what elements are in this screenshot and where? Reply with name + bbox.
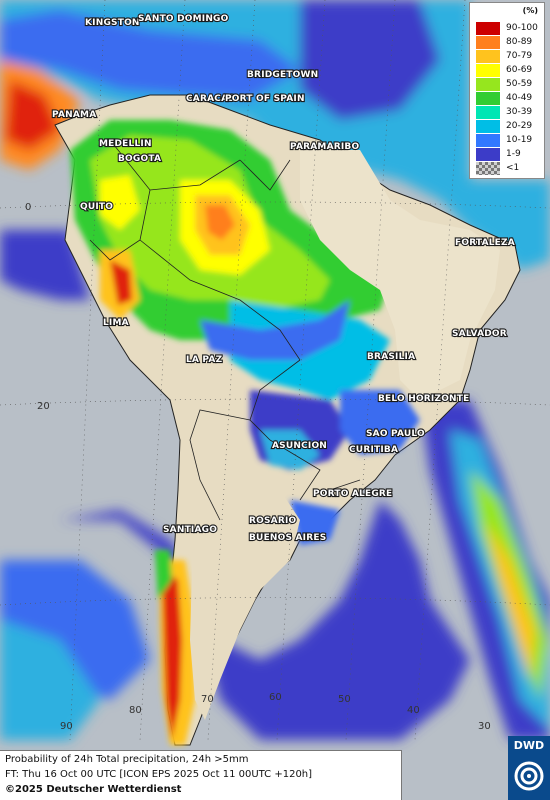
legend-label: 10-19 <box>506 135 533 145</box>
info-title: Probability of 24h Total precipitation, … <box>5 754 249 765</box>
graticule-label: 40 <box>407 705 420 716</box>
city-label: SAO PAULO <box>366 429 425 439</box>
info-panel: Probability of 24h Total precipitation, … <box>0 750 402 800</box>
legend-swatch <box>476 106 500 120</box>
legend-label: 30-39 <box>506 107 533 117</box>
city-label: BELO HORIZONTE <box>378 394 469 404</box>
city-label: BRASILIA <box>367 352 415 362</box>
city-label: KINGSTON <box>85 18 140 28</box>
graticule-label: 80 <box>129 705 142 716</box>
graticule <box>0 0 550 741</box>
legend-swatch <box>476 22 500 36</box>
legend-swatch <box>476 148 500 162</box>
city-label: LA PAZ <box>186 355 223 365</box>
legend: (%) 90-100 80-89 70-79 60-69 50-59 40-49 30-39… <box>469 2 545 179</box>
city-label: CURITIBA <box>349 445 398 455</box>
legend-swatch <box>476 36 500 50</box>
graticule-label: 30 <box>478 721 491 732</box>
city-label: PARAMARIBO <box>290 142 359 152</box>
legend-swatch <box>476 78 500 92</box>
legend-item: 1-9 <box>476 148 542 162</box>
city-label: PORT OF SPAIN <box>225 94 305 104</box>
city-label: BOGOTA <box>118 154 161 164</box>
legend-label: <1 <box>506 163 520 173</box>
legend-swatch <box>476 64 500 78</box>
city-label: QUITO <box>80 202 113 212</box>
legend-label: 1-9 <box>506 149 521 159</box>
legend-swatch <box>476 120 500 134</box>
legend-item: 70-79 <box>476 50 542 64</box>
legend-label: 70-79 <box>506 51 533 61</box>
legend-swatch <box>476 92 500 106</box>
city-label: ROSARIO <box>249 516 297 526</box>
grid-labels: 0 20 90 80 70 60 50 40 30 <box>25 202 491 732</box>
graticule-label: 90 <box>60 721 73 732</box>
city-label: SANTO DOMINGO <box>138 14 229 24</box>
legend-label: 90-100 <box>506 23 538 33</box>
city-label: MEDELLIN <box>99 139 152 149</box>
city-label: SALVADOR <box>452 329 507 339</box>
dry-regions <box>190 150 500 720</box>
country-borders <box>89 139 361 521</box>
legend-title: (%) <box>522 6 538 15</box>
legend-swatch <box>476 162 500 176</box>
graticule-label: 70 <box>201 694 214 705</box>
legend-item: 40-49 <box>476 92 542 106</box>
city-label: BUENOS AIRES <box>249 533 326 543</box>
legend-item: <1 <box>476 162 542 176</box>
legend-label: 40-49 <box>506 93 533 103</box>
city-label: BRIDGETOWN <box>247 70 318 80</box>
legend-item: 10-19 <box>476 134 542 148</box>
legend-label: 20-29 <box>506 121 533 131</box>
graticule-label: 50 <box>338 694 351 705</box>
graticule-label: 0 <box>25 202 31 213</box>
dwd-logo: DWD <box>508 736 550 800</box>
city-label: CARACAS <box>186 94 235 104</box>
legend-item: 20-29 <box>476 120 542 134</box>
info-copyright: ©2025 Deutscher Wetterdienst <box>5 784 182 795</box>
graticule-label: 20 <box>37 401 50 412</box>
land-precipitation <box>70 120 420 745</box>
graticule-label: 60 <box>269 692 282 703</box>
city-label: LIMA <box>103 318 129 328</box>
legend-label: 60-69 <box>506 65 533 75</box>
city-label: FORTALEZA <box>455 238 515 248</box>
legend-item: 80-89 <box>476 36 542 50</box>
legend-item: 60-69 <box>476 64 542 78</box>
dwd-logo-text: DWD <box>513 739 545 752</box>
city-label: SANTIAGO <box>163 525 217 535</box>
legend-item: 30-39 <box>476 106 542 120</box>
info-forecast-time: FT: Thu 16 Oct 00 UTC [ICON EPS 2025 Oct… <box>5 769 313 780</box>
legend-item: 90-100 <box>476 22 542 36</box>
legend-swatch <box>476 134 500 148</box>
legend-label: 50-59 <box>506 79 533 89</box>
city-label: PORTO ALEGRE <box>313 489 392 499</box>
legend-label: 80-89 <box>506 37 533 47</box>
city-label: ASUNCION <box>272 441 327 451</box>
dwd-logo-icon <box>514 761 544 791</box>
city-label: PANAMA <box>52 110 96 120</box>
legend-item: 50-59 <box>476 78 542 92</box>
legend-swatch <box>476 50 500 64</box>
